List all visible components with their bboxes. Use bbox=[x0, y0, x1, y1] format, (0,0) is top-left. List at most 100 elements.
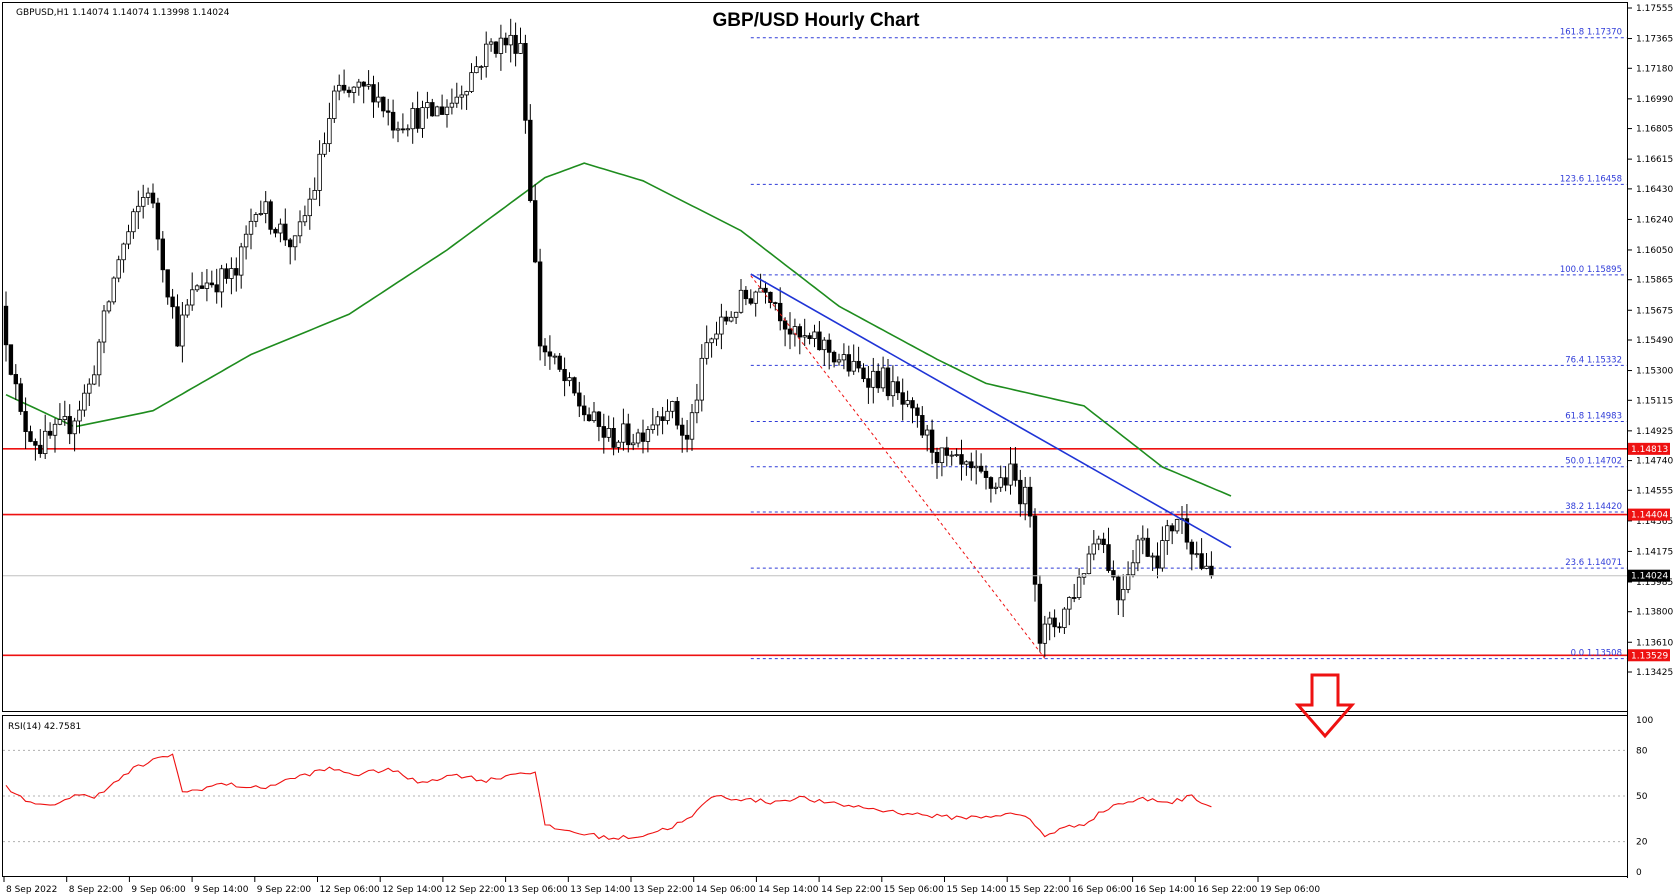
candle-up bbox=[949, 454, 954, 457]
candle-down bbox=[385, 110, 391, 113]
candle-down bbox=[969, 461, 974, 469]
rsi-title: RSI(14) 42.7581 bbox=[8, 722, 81, 732]
candle-up bbox=[1091, 543, 1096, 555]
time-tick-label: 13 Sep 06:00 bbox=[508, 885, 568, 895]
candle-down bbox=[381, 96, 386, 112]
candle-down bbox=[1145, 537, 1150, 557]
candle-down bbox=[944, 447, 949, 456]
time-tick-label: 8 Sep 22:00 bbox=[69, 885, 124, 895]
candle-up bbox=[635, 432, 641, 444]
level-price-tag bbox=[1628, 442, 1670, 455]
candle-up bbox=[1135, 539, 1141, 564]
time-tick-label: 15 Sep 06:00 bbox=[884, 885, 944, 895]
candle-down bbox=[748, 298, 753, 304]
candle-up bbox=[954, 454, 959, 456]
candle-down bbox=[562, 368, 567, 382]
candle-up bbox=[405, 128, 410, 131]
candle-up bbox=[650, 424, 655, 430]
candle-up bbox=[420, 107, 425, 129]
candle-down bbox=[513, 34, 518, 54]
candle-up bbox=[753, 291, 758, 304]
candle-down bbox=[895, 381, 900, 394]
candle-up bbox=[101, 310, 107, 343]
price-tick-label: 1.16240 bbox=[1636, 215, 1673, 225]
candle-down bbox=[38, 444, 43, 454]
candle-down bbox=[934, 451, 940, 464]
fib-level-label: 0.0 1.13508 bbox=[1571, 649, 1622, 659]
moving-average-line bbox=[5, 162, 1232, 497]
candle-up bbox=[43, 430, 48, 454]
candle-down bbox=[361, 81, 366, 87]
candle-up bbox=[106, 301, 112, 312]
candle-down bbox=[283, 223, 288, 241]
rsi-tick-label: 100 bbox=[1636, 716, 1653, 726]
candle-up bbox=[111, 277, 116, 303]
candle-up bbox=[733, 311, 739, 318]
fibonacci-levels: 161.8 1.17370 123.6 1.16458 100.0 1.15895 7… bbox=[750, 28, 1627, 660]
candle-up bbox=[993, 486, 998, 489]
candle-down bbox=[978, 465, 984, 472]
fib-level-label: 38.2 1.14420 bbox=[1565, 502, 1622, 512]
time-tick-label: 13 Sep 22:00 bbox=[633, 885, 693, 895]
price-tick-label: 1.15490 bbox=[1636, 336, 1673, 346]
candle-down bbox=[503, 37, 508, 46]
candle-down bbox=[528, 119, 533, 202]
time-tick-label: 16 Sep 22:00 bbox=[1197, 885, 1257, 895]
candle-up bbox=[479, 66, 484, 68]
time-tick-label: 8 Sep 2022 bbox=[6, 885, 57, 895]
candle-down bbox=[542, 345, 548, 353]
candle-down bbox=[660, 416, 665, 421]
symbol-info: GBPUSD,H1 1.14074 1.14074 1.13998 1.1402… bbox=[16, 8, 230, 18]
candle-up bbox=[332, 90, 337, 119]
candle-up bbox=[356, 81, 361, 88]
candle-up bbox=[567, 377, 572, 382]
candle-down bbox=[1032, 515, 1038, 585]
candle-down bbox=[797, 326, 802, 338]
candle-up bbox=[518, 43, 523, 54]
candle-up bbox=[238, 246, 244, 276]
candle-down bbox=[787, 328, 793, 335]
time-tick-label: 9 Sep 22:00 bbox=[257, 885, 312, 895]
level-price-label: 1.14813 bbox=[1631, 445, 1668, 455]
candle-up bbox=[145, 192, 151, 198]
price-tick-label: 1.13425 bbox=[1636, 668, 1673, 678]
down-arrow-icon bbox=[1294, 673, 1356, 739]
rsi-indicator: 100 80 50 20 0 bbox=[3, 716, 1653, 878]
candle-down bbox=[582, 405, 587, 416]
candle-down bbox=[1101, 538, 1106, 546]
candle-up bbox=[704, 342, 709, 359]
fib-swing-line bbox=[750, 275, 1046, 659]
candle-down bbox=[782, 320, 788, 330]
candle-down bbox=[983, 470, 989, 478]
candle-down bbox=[175, 306, 180, 347]
candle-up bbox=[1121, 589, 1126, 601]
candle-down bbox=[959, 454, 964, 465]
candle-down bbox=[214, 284, 219, 293]
candle-up bbox=[1047, 617, 1052, 625]
candle-down bbox=[1018, 479, 1023, 505]
candle-down bbox=[287, 239, 293, 248]
candle-down bbox=[547, 351, 553, 357]
candle-down bbox=[929, 429, 935, 453]
candle-up bbox=[87, 383, 92, 394]
candle-up bbox=[812, 331, 817, 339]
candle-down bbox=[537, 261, 543, 347]
candle-up bbox=[263, 201, 268, 214]
price-tick-label: 1.13800 bbox=[1636, 608, 1673, 618]
candle-up bbox=[616, 441, 621, 448]
candle-up bbox=[336, 84, 342, 92]
candle-up bbox=[327, 118, 332, 145]
candle-down bbox=[866, 378, 871, 388]
candle-down bbox=[1189, 541, 1194, 555]
level-price-tag bbox=[1628, 508, 1670, 521]
moving-average bbox=[5, 162, 1232, 497]
candle-down bbox=[626, 423, 631, 446]
time-tick-label: 16 Sep 14:00 bbox=[1135, 885, 1195, 895]
candle-down bbox=[209, 282, 214, 286]
time-tick-label: 15 Sep 14:00 bbox=[947, 885, 1007, 895]
candle-up bbox=[1096, 538, 1101, 545]
candle-down bbox=[400, 128, 406, 131]
price-tick-label: 1.15865 bbox=[1636, 276, 1673, 286]
time-tick-label: 12 Sep 14:00 bbox=[382, 885, 442, 895]
price-tick-label: 1.16430 bbox=[1636, 185, 1673, 195]
